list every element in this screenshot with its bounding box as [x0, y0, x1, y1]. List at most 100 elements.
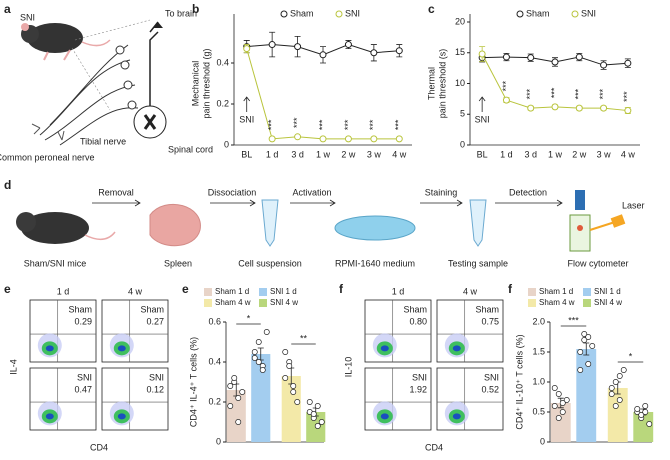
- legend-label: SNI 4 w: [594, 298, 622, 307]
- bar: [226, 390, 246, 442]
- significance: ***: [598, 88, 608, 99]
- quadrant-value: 0.12: [146, 384, 164, 394]
- legend-marker: [571, 10, 579, 18]
- quadrant-value: 0.47: [74, 384, 92, 394]
- legend-swatch: [583, 299, 591, 307]
- cell-cloud: [380, 413, 389, 420]
- legend-swatch: [528, 288, 536, 296]
- mouse-body: [21, 212, 89, 244]
- significance: ***: [317, 119, 327, 130]
- y-tick-label: 0.2: [216, 98, 229, 108]
- panel-letter: f: [339, 282, 344, 296]
- significance: ***: [568, 315, 579, 325]
- data-point: [620, 367, 627, 373]
- y-tick-label: 1.0: [532, 376, 545, 386]
- x-tick-label: 4 w: [392, 149, 407, 159]
- label: Common peroneal nerve: [0, 152, 95, 162]
- annotation: SNI: [239, 114, 254, 124]
- x-tick-label: 1 d: [266, 149, 279, 159]
- y-axis-label: pain threshold (g): [201, 48, 211, 118]
- bar: [251, 354, 271, 442]
- legend-label: Sham 1 d: [215, 287, 249, 296]
- step-arrow-label: Dissociation: [208, 187, 257, 197]
- group-label: SNI: [77, 372, 92, 382]
- x-tick-label: 2 w: [572, 149, 587, 159]
- y-tick-label: 0.6: [208, 316, 221, 326]
- scissors: [31, 123, 65, 141]
- data-point: [318, 419, 325, 425]
- data-point: [314, 403, 321, 409]
- legend-label: SNI: [345, 8, 360, 18]
- data-point: [646, 421, 653, 427]
- step-label: Sham/SNI mice: [24, 258, 87, 268]
- grey-matter: [143, 114, 157, 130]
- legend-swatch: [204, 288, 212, 296]
- annotation: SNI: [475, 114, 490, 124]
- panel-letter: f: [508, 282, 513, 296]
- legend-marker: [280, 10, 288, 18]
- data-point: [268, 135, 276, 143]
- cell-cloud: [117, 413, 126, 420]
- data-point: [608, 385, 615, 391]
- label: Tibial nerve: [80, 136, 126, 146]
- step-label: Spleen: [164, 258, 192, 268]
- data-point: [306, 399, 313, 405]
- x-tick-label: 3 d: [524, 149, 537, 159]
- data-point: [310, 411, 317, 417]
- data-point: [551, 385, 558, 391]
- data-point: [642, 409, 649, 415]
- data-point: [502, 53, 510, 61]
- data-point: [478, 50, 486, 58]
- data-point: [551, 103, 559, 111]
- data-point: [555, 415, 562, 421]
- significance: ***: [574, 88, 584, 99]
- step-arrow-label: Activation: [292, 187, 331, 197]
- data-point: [290, 383, 297, 389]
- bar: [633, 412, 654, 442]
- arrows: [92, 199, 563, 207]
- data-point: [551, 58, 559, 66]
- step-label: RPMI-1640 medium: [335, 258, 415, 268]
- legend-label: SNI 4 w: [270, 298, 298, 307]
- mouse-legs: [43, 49, 71, 61]
- legend-swatch: [528, 299, 536, 307]
- data-point: [395, 135, 403, 143]
- legend-label: Sham: [526, 8, 550, 18]
- panel-letter: d: [4, 178, 11, 192]
- data-point: [314, 423, 321, 429]
- data-point: [575, 53, 583, 61]
- mouse-body: [27, 23, 83, 53]
- legend-label: SNI 1 d: [594, 287, 621, 296]
- group-label: Sham: [403, 304, 427, 314]
- data-point: [616, 397, 623, 403]
- flow-cell: [569, 214, 591, 252]
- legend-label: SNI: [581, 8, 596, 18]
- data-point: [638, 412, 645, 418]
- data-point: [551, 403, 558, 409]
- data-point: [527, 54, 535, 62]
- column-label: 4 w: [128, 286, 143, 296]
- y-tick-label: 10: [455, 78, 465, 88]
- x-tick-label: 3 w: [597, 149, 612, 159]
- annotation-arrow: [478, 96, 486, 112]
- step-arrow-label: Detection: [509, 187, 547, 197]
- group-label: Sham: [140, 304, 164, 314]
- mouse-tail: [81, 39, 111, 47]
- data-point: [344, 41, 352, 49]
- data-point: [577, 367, 584, 373]
- data-point: [634, 406, 641, 412]
- significance: ***: [292, 117, 302, 128]
- data-point: [608, 391, 615, 397]
- column-label: 1 d: [392, 286, 405, 296]
- data-point: [559, 409, 566, 415]
- data-point: [243, 45, 251, 53]
- axis-label: IL-10: [343, 357, 353, 378]
- data-point: [282, 375, 289, 381]
- data-point: [585, 361, 592, 367]
- column-label: 1 d: [57, 286, 70, 296]
- y-tick-label: 0: [216, 436, 221, 446]
- cell: [577, 225, 583, 231]
- x-tick-label: BL: [477, 149, 488, 159]
- ganglia: [115, 45, 137, 110]
